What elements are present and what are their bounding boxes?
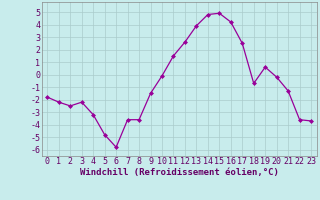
X-axis label: Windchill (Refroidissement éolien,°C): Windchill (Refroidissement éolien,°C) bbox=[80, 168, 279, 177]
